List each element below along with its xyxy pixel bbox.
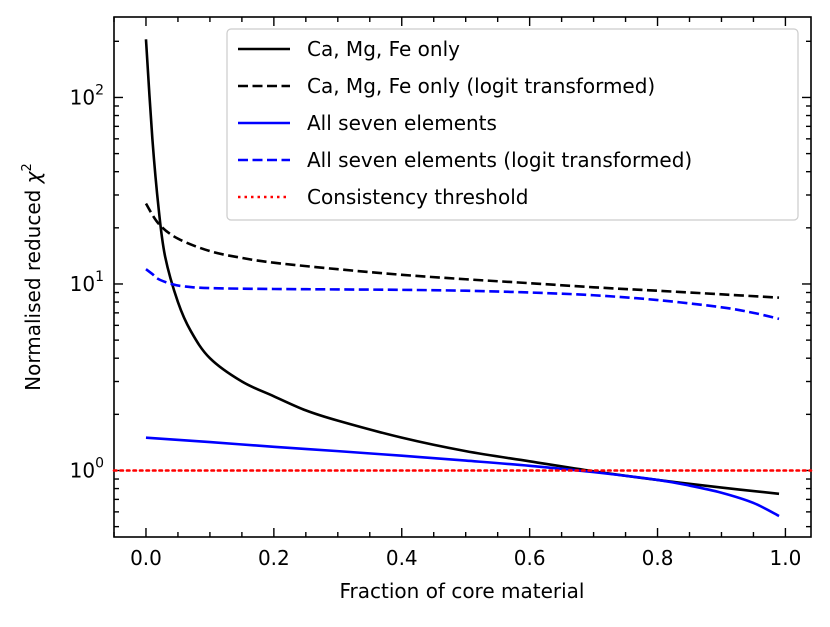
legend-label-ca-mg-fe-only-logit-transformed: Ca, Mg, Fe only (logit transformed) — [307, 74, 655, 98]
y-tick-base: 10 — [70, 85, 95, 109]
legend-box — [226, 28, 799, 221]
plot-frame — [113, 16, 812, 538]
y-tick-exponent: 1 — [95, 269, 104, 285]
x-tick-label: 0.0 — [130, 546, 162, 570]
legend-label-all-seven-elements-logit-transformed: All seven elements (logit transformed) — [307, 148, 692, 172]
x-tick-label: 0.2 — [258, 546, 290, 570]
y-tick-base: 10 — [70, 458, 95, 482]
y-tick-base: 10 — [70, 272, 95, 296]
y-tick-exponent: 2 — [95, 82, 104, 98]
x-tick-label: 0.4 — [386, 546, 418, 570]
legend-label-all-seven-elements: All seven elements — [307, 111, 497, 135]
y-tick-label: 102 — [70, 82, 104, 109]
x-tick-label: 0.8 — [642, 546, 674, 570]
x-minor-ticks — [113, 17, 755, 537]
series-line-ca-mg-fe-only-logit-transformed — [144, 202, 780, 299]
x-axis-label: Fraction of core material — [340, 579, 585, 603]
y-tick-label: 100 — [70, 455, 104, 482]
y-tick-exponent: 0 — [95, 455, 104, 471]
series-line-all-seven-elements-logit-transformed — [145, 268, 780, 321]
series-line-all-seven-elements — [145, 436, 780, 518]
x-major-ticks: 0.0 0.2 0.4 0.6 0.8 1.0 — [130, 17, 801, 570]
x-tick-label: 1.0 — [770, 546, 802, 570]
y-axis-label-symbol: χ — [21, 170, 45, 184]
legend: Ca, Mg, Fe only Ca, Mg, Fe only (logit tr… — [226, 28, 799, 221]
y-minor-ticks — [114, 40, 811, 528]
y-axis-label-prefix: Normalised reduced — [21, 183, 45, 391]
y-axis-label-superscript: 2 — [20, 163, 35, 171]
series-layer — [112, 39, 813, 518]
y-tick-label: 101 — [70, 269, 104, 296]
legend-label-consistency-threshold: Consistency threshold — [307, 185, 528, 209]
legend-label-ca-mg-fe-only: Ca, Mg, Fe only — [307, 37, 460, 61]
y-axis-label: Normalised reduced χ2 — [20, 163, 45, 391]
x-tick-label: 0.6 — [514, 546, 546, 570]
